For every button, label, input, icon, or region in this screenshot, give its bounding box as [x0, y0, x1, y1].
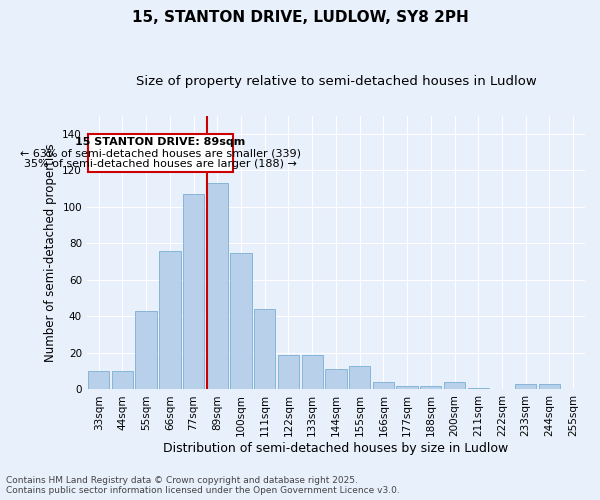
- Text: Contains HM Land Registry data © Crown copyright and database right 2025.
Contai: Contains HM Land Registry data © Crown c…: [6, 476, 400, 495]
- Bar: [230, 252, 252, 390]
- Bar: [206, 183, 228, 390]
- Text: 15, STANTON DRIVE, LUDLOW, SY8 2PH: 15, STANTON DRIVE, LUDLOW, SY8 2PH: [131, 10, 469, 25]
- Text: 15 STANTON DRIVE: 89sqm: 15 STANTON DRIVE: 89sqm: [75, 138, 245, 147]
- Bar: [278, 355, 299, 390]
- Bar: [444, 382, 465, 390]
- Bar: [88, 371, 109, 390]
- Bar: [467, 388, 489, 390]
- Text: ← 63% of semi-detached houses are smaller (339): ← 63% of semi-detached houses are smalle…: [20, 148, 301, 158]
- X-axis label: Distribution of semi-detached houses by size in Ludlow: Distribution of semi-detached houses by …: [163, 442, 509, 455]
- Bar: [159, 250, 181, 390]
- Bar: [397, 386, 418, 390]
- Bar: [515, 384, 536, 390]
- Title: Size of property relative to semi-detached houses in Ludlow: Size of property relative to semi-detach…: [136, 75, 536, 88]
- Bar: [136, 311, 157, 390]
- FancyBboxPatch shape: [88, 134, 233, 172]
- Bar: [302, 355, 323, 390]
- Bar: [349, 366, 370, 390]
- Bar: [254, 309, 275, 390]
- Text: 35% of semi-detached houses are larger (188) →: 35% of semi-detached houses are larger (…: [24, 160, 297, 170]
- Bar: [112, 371, 133, 390]
- Y-axis label: Number of semi-detached properties: Number of semi-detached properties: [44, 143, 56, 362]
- Bar: [539, 384, 560, 390]
- Bar: [183, 194, 204, 390]
- Bar: [373, 382, 394, 390]
- Bar: [325, 370, 347, 390]
- Bar: [420, 386, 442, 390]
